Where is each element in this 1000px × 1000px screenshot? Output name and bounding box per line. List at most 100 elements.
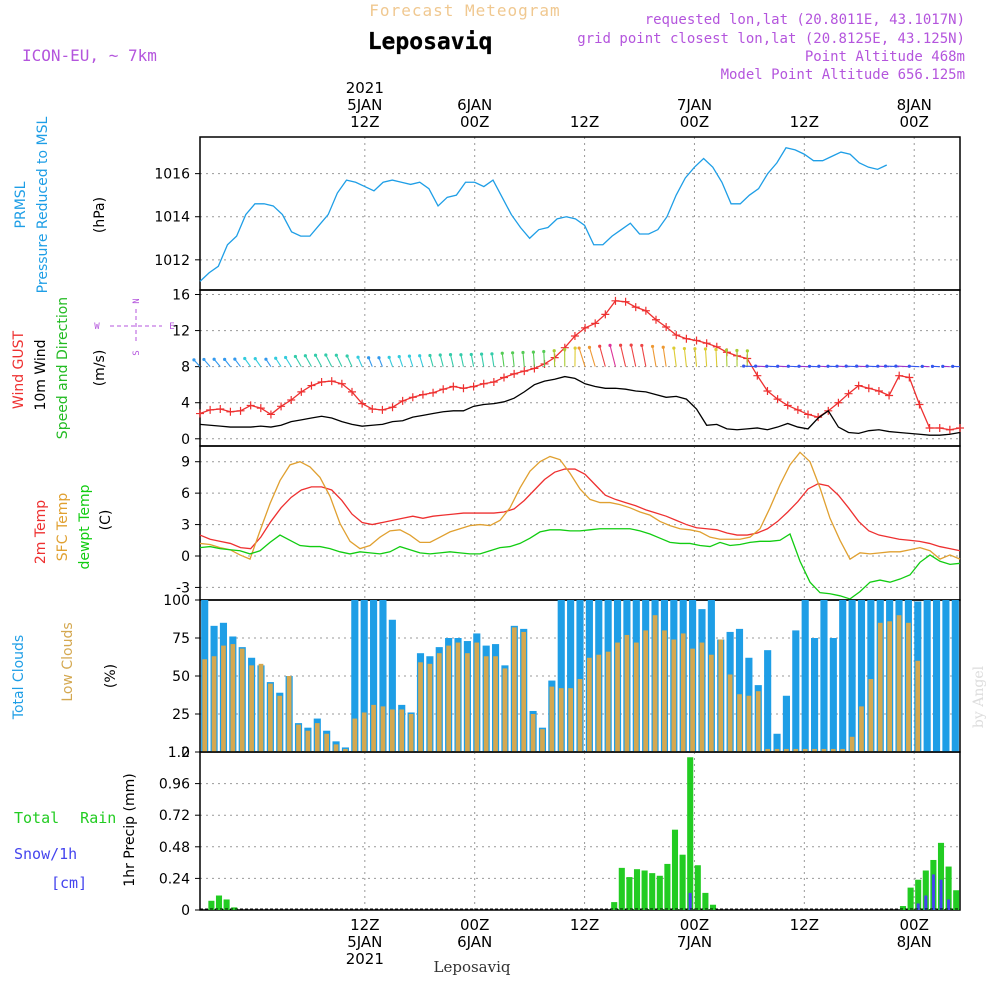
clouds-panel: 0 25 50 75 100 [163, 593, 961, 761]
wind-arrow [652, 346, 657, 367]
gust-marker [935, 423, 944, 432]
gust-marker [753, 371, 762, 380]
wind-arrow-head [293, 354, 298, 359]
low-cloud-bar [859, 706, 864, 752]
low-cloud-bar [549, 686, 555, 752]
wind-arrow [388, 357, 394, 367]
wind-arrow [481, 354, 485, 367]
wind-arrow-head [418, 354, 422, 358]
gust-marker [196, 409, 204, 418]
wind-arrow-head [724, 348, 729, 352]
pressure-label-2: Pressure Reduced to MSL [35, 116, 51, 293]
gust-label: Wind GUST [11, 330, 27, 409]
gust-marker [327, 377, 336, 386]
gust-marker [216, 405, 225, 414]
low-cloud-bar [371, 704, 376, 752]
wind-ytick-label: 8 [181, 360, 190, 376]
temperature-panel: -3 0 3 6 9 [176, 445, 961, 601]
bottom-axis-label: 00Z [460, 916, 489, 934]
wind-arrow-head [703, 347, 708, 351]
precip-ytick-label: 0.24 [159, 871, 190, 887]
gust-marker [418, 390, 427, 399]
low-cloud-bar [455, 642, 461, 752]
low-cloud-bar [446, 645, 451, 752]
wind-arrow [491, 353, 495, 367]
wind-frame [199, 289, 961, 447]
wind-arrow [588, 347, 596, 367]
low-cloud-bar [277, 695, 283, 752]
rain-bar [945, 866, 952, 910]
wind-label: 10m Wind [33, 339, 49, 410]
gust-marker [581, 323, 590, 332]
rain-bar [702, 892, 709, 910]
wind-arrow-head [521, 350, 525, 355]
wind-arrow-head [807, 364, 812, 368]
low-cloud-bar [652, 615, 658, 752]
low-cloud-bar [324, 733, 330, 752]
gust-marker [915, 400, 924, 409]
rain-bar [223, 899, 230, 910]
low-cloud-bar [465, 653, 470, 752]
precip-ytick-label: 0 [181, 903, 190, 919]
low-cloud-bar [333, 744, 339, 752]
pressure-label-1: PRMSL [13, 181, 29, 228]
wind-arrow-head [469, 352, 473, 357]
gust-marker [489, 377, 498, 386]
temperature-frame [199, 445, 961, 601]
gust-marker [408, 393, 417, 402]
gust-marker [874, 386, 883, 395]
low-cloud-bar [624, 634, 630, 752]
wind-arrow-head [640, 343, 644, 348]
low-cloud-bar [493, 656, 498, 752]
snow-unit-label: [cm] [51, 874, 87, 892]
compass-w: W [94, 322, 100, 332]
wind-arrow-head [619, 343, 623, 347]
grid-point-coords: grid point closest lon,lat (20.8125E, 43… [577, 31, 965, 47]
wind-arrow-head [479, 352, 484, 356]
wind-arrow [512, 352, 515, 367]
temperature-series-line [199, 451, 961, 561]
gust-marker [621, 297, 630, 306]
wind-arrow [439, 354, 444, 367]
wind-arrow [630, 345, 637, 367]
gust-marker [500, 373, 508, 382]
wind-arrow-head [356, 355, 360, 359]
low-cloud-bar [737, 694, 742, 752]
gust-marker [702, 339, 711, 348]
gust-marker [925, 423, 934, 432]
total-cloud-bar [820, 600, 828, 752]
wind-series-line [199, 300, 961, 431]
top-axis-label: 5JAN [347, 96, 382, 114]
wind-arrow-head [233, 357, 237, 361]
rain-bar [694, 865, 701, 910]
total-cloud-bar [801, 600, 809, 752]
gust-marker [682, 334, 691, 343]
wind-arrow-head [865, 364, 869, 368]
wind-arrow-head [428, 353, 432, 358]
wind-ytick-label: 0 [181, 432, 190, 448]
wind-arrow [408, 355, 414, 367]
wind-arrow [325, 354, 333, 367]
wind-arrow-head [367, 356, 371, 360]
low-cloud-bar [699, 642, 705, 752]
top-axis-label: 6JAN [457, 96, 492, 114]
wind-unit: (m/s) [92, 350, 108, 387]
low-cloud-bar [511, 627, 517, 752]
wind-arrow-head [345, 354, 349, 358]
low-cloud-bar [249, 665, 254, 752]
pressure-panel: 1012 1014 1016 [154, 136, 961, 291]
rain-bar [208, 900, 215, 910]
precip-ytick-label: 0.48 [159, 840, 190, 856]
total-cloud-bar [951, 600, 959, 752]
gust-marker [854, 381, 863, 390]
wind-arrow-head [920, 364, 924, 368]
wind-arrow-head [223, 357, 227, 361]
gust-marker [905, 373, 914, 382]
low-cloud-bar [399, 709, 405, 752]
wind-arrow-head [587, 345, 592, 350]
top-axis-label: 7JAN [677, 96, 712, 114]
gust-marker [895, 371, 904, 380]
wind-arrow [543, 351, 546, 367]
